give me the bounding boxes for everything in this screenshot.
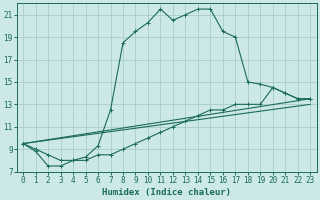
X-axis label: Humidex (Indice chaleur): Humidex (Indice chaleur)	[102, 188, 231, 197]
